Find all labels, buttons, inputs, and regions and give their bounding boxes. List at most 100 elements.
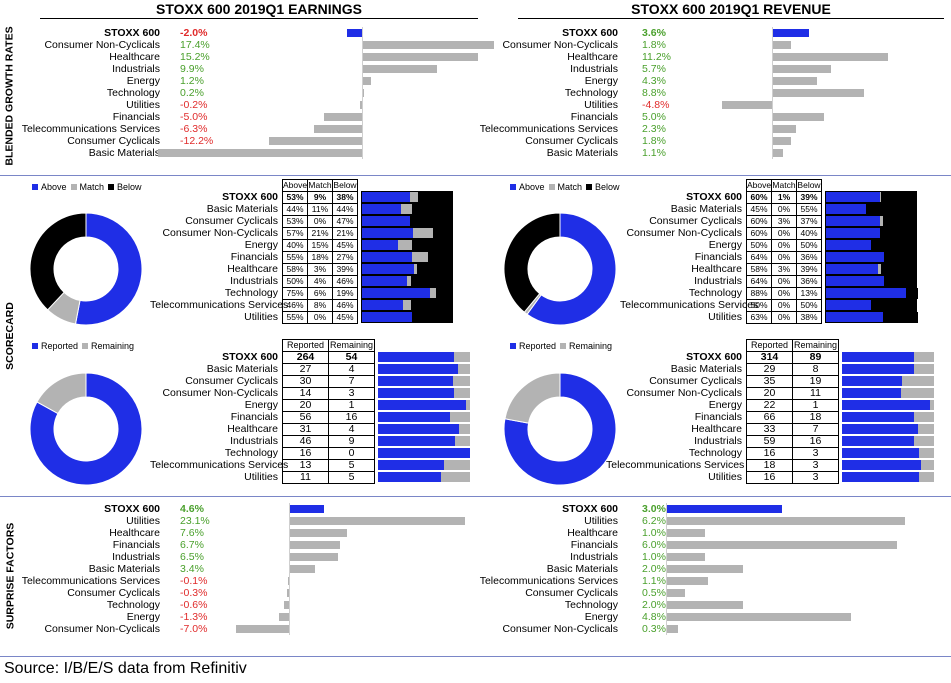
reported-bar (378, 472, 442, 482)
bar (284, 601, 289, 609)
table-cell: 3 (792, 471, 839, 484)
category-label: Telecommunications Services (21, 575, 160, 587)
category-label: Telecommunications Services (21, 123, 160, 135)
stacked-bar-segment (825, 204, 867, 215)
category-label: Technology (564, 87, 618, 99)
donut-slice (74, 212, 142, 326)
data-label: 0.2% (180, 87, 204, 99)
bar (772, 113, 824, 121)
remaining-bar (459, 424, 470, 434)
table-row-label: Technology (688, 287, 742, 299)
bar (772, 77, 817, 85)
zero-axis (772, 27, 773, 159)
earnings-header-rule (40, 18, 478, 19)
bar (286, 589, 289, 597)
bar (772, 149, 784, 157)
category-label: Consumer Cyclicals (67, 587, 160, 599)
table-row-label: Telecommunications Services (606, 459, 745, 471)
bar (289, 541, 340, 549)
table-row-label: Industrials (230, 435, 278, 447)
stacked-bar-segment (825, 288, 906, 299)
remaining-bar (919, 472, 934, 482)
stacked-bar-segment (361, 288, 430, 299)
table-row-label: Energy (244, 239, 278, 251)
table-row-label: Healthcare (227, 263, 278, 275)
revenue-beat-donut (504, 212, 616, 326)
donut-slice (30, 372, 142, 486)
stacked-bar-segment (411, 312, 453, 323)
data-label: -2.0% (180, 27, 208, 39)
category-label: Consumer Non-Cyclicals (502, 39, 618, 51)
remaining-bar (917, 424, 934, 434)
stacked-bar-segment (883, 276, 917, 287)
remaining-bar (444, 460, 470, 470)
table-row-label: STOXX 600 (686, 191, 742, 203)
table-row-label: Energy (244, 399, 278, 411)
table-cell: 5 (328, 471, 375, 484)
stacked-bar-segment (361, 252, 412, 263)
stacked-bar-frame (825, 275, 917, 287)
table-cell: 38% (796, 311, 822, 324)
stacked-bar-segment (361, 240, 398, 251)
stacked-bar-segment (414, 264, 418, 275)
stacked-bar-segment (409, 216, 453, 227)
table-row-label: Telecommunications Services (150, 459, 289, 471)
earnings-header: STOXX 600 2019Q1 EARNINGS (156, 1, 362, 17)
reported-bar (842, 472, 920, 482)
table-row-label: Consumer Cyclicals (185, 215, 278, 227)
stacked-bar-segment (825, 216, 881, 227)
table-row-label: Energy (708, 399, 742, 411)
stacked-bar-segment (430, 288, 436, 299)
data-label: 1.0% (642, 527, 666, 539)
bar (324, 113, 362, 121)
table-row-label: Financials (694, 411, 742, 423)
category-label: STOXX 600 (104, 27, 160, 39)
data-label: 0.3% (642, 623, 666, 635)
category-label: Healthcare (567, 527, 618, 539)
donut-slice (30, 212, 87, 311)
stacked-bar-frame (361, 299, 453, 311)
stacked-bar-frame (825, 215, 917, 227)
section-divider-2 (0, 496, 951, 497)
reported-bar (378, 400, 466, 410)
table-row-label: Telecommunications Services (620, 299, 759, 311)
data-label: 1.8% (642, 39, 666, 51)
stacked-bar-frame (825, 203, 917, 215)
bar (666, 589, 686, 597)
bar (279, 613, 289, 621)
bar (666, 529, 705, 537)
table-row-label: Financials (230, 251, 278, 263)
bar (666, 625, 678, 633)
stacked-bar-segment (881, 192, 917, 203)
stacked-bar-frame (825, 239, 917, 251)
zero-axis (362, 27, 363, 159)
category-label: Industrials (112, 63, 160, 75)
bar (289, 565, 315, 573)
table-row-label: Basic Materials (670, 203, 742, 215)
stacked-bar-segment (361, 312, 412, 323)
stacked-bar-segment (435, 288, 453, 299)
category-label: Telecommunications Services (479, 123, 618, 135)
bar (666, 577, 709, 585)
data-label: 6.5% (180, 551, 204, 563)
category-label: Energy (584, 611, 618, 623)
remaining-bar (920, 460, 934, 470)
data-label: -12.2% (180, 135, 214, 147)
bar (666, 505, 782, 513)
data-label: 2.0% (642, 563, 666, 575)
data-label: -1.3% (180, 611, 208, 623)
bar (158, 149, 362, 157)
stacked-bar-segment (866, 204, 917, 215)
stacked-bar-segment (881, 264, 917, 275)
stacked-bar-frame (361, 239, 453, 251)
stacked-bar-frame (825, 191, 917, 203)
category-label: Healthcare (109, 527, 160, 539)
revenue-reported-legend: Reported Remaining (510, 341, 612, 351)
data-label: 3.6% (642, 27, 666, 39)
stacked-bar-segment (825, 240, 871, 251)
stacked-bar-segment (411, 204, 453, 215)
table-row-label: Utilities (244, 311, 278, 323)
bar (362, 53, 478, 61)
scorecard-section-label: SCORECARD (4, 302, 17, 370)
reported-bar (378, 460, 445, 470)
